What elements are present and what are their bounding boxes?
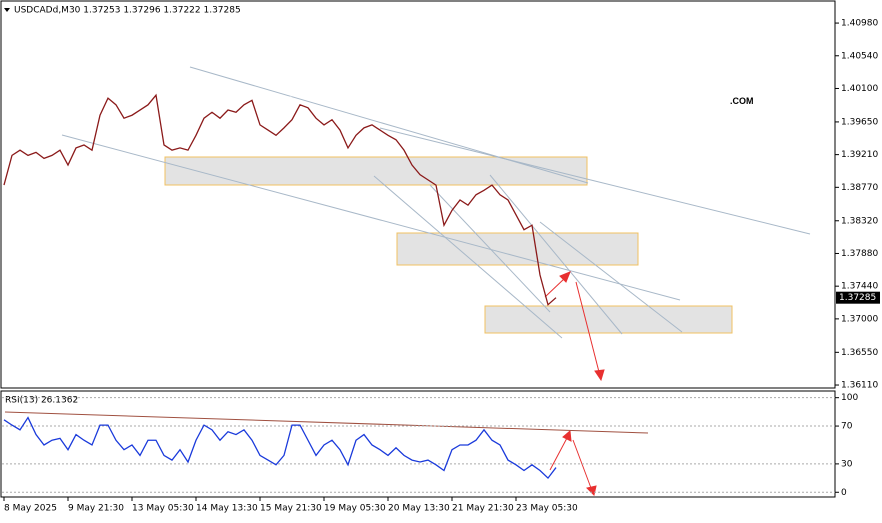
y-tick-label: 1.38320 xyxy=(841,216,878,226)
x-tick-label: 19 May 05:30 xyxy=(324,504,386,514)
series-line xyxy=(3,93,557,306)
watermark: BEL xyxy=(276,96,295,106)
y-tick-label: 1.37880 xyxy=(841,249,878,259)
trend-line xyxy=(61,134,681,301)
arrow xyxy=(575,281,600,373)
y-tick-label: 1.40540 xyxy=(841,51,878,61)
rsi-panel xyxy=(0,390,836,498)
rsi-trend-line xyxy=(4,411,649,434)
x-tick-label: 8 May 2025 xyxy=(4,504,57,514)
x-tick-label: 20 May 13:30 xyxy=(388,504,450,514)
arrow-head xyxy=(594,369,605,382)
rsi-title: RSI(13) 26.1362 xyxy=(5,396,78,406)
x-tick-label: 13 May 05:30 xyxy=(132,504,194,514)
price-marker xyxy=(836,291,880,304)
arrow-head xyxy=(586,485,597,496)
menu-icon[interactable] xyxy=(4,8,10,12)
zone xyxy=(396,232,639,266)
y-tick-label: 1.36110 xyxy=(841,381,878,391)
y-tick-label: 1.40100 xyxy=(841,84,878,94)
arrow xyxy=(549,437,568,471)
arrow-head xyxy=(559,271,571,283)
x-tick-label: 21 May 21:30 xyxy=(452,504,514,514)
x-tick-label: 14 May 13:30 xyxy=(196,504,258,514)
watermark: INVESTOR xyxy=(382,96,428,106)
chart-title: USDCADd,M30 1.37253 1.37296 1.37222 1.37… xyxy=(14,6,241,16)
y-tick-label: 1.39210 xyxy=(841,150,878,160)
trend-line xyxy=(489,174,623,335)
x-tick-label: 9 May 21:30 xyxy=(68,504,124,514)
series-line xyxy=(3,416,557,480)
y-tick-label: 100 xyxy=(841,393,858,403)
zone xyxy=(164,156,588,186)
trend-line xyxy=(379,127,811,235)
y-tick-label: 1.37440 xyxy=(841,282,878,292)
y-tick-label: 1.39650 xyxy=(841,117,878,127)
y-tick-label: 1.40980 xyxy=(841,19,878,29)
watermark: .COM xyxy=(730,96,754,106)
y-tick-label: 1.36550 xyxy=(841,348,878,358)
trend-line xyxy=(189,66,589,184)
y-tick-label: 0 xyxy=(841,488,847,498)
trend-line xyxy=(539,221,683,333)
forecast-arrows xyxy=(544,271,605,496)
x-tick-label: 15 May 21:30 xyxy=(260,504,322,514)
y-tick-label: 1.38770 xyxy=(841,183,878,193)
arrow xyxy=(544,277,566,298)
y-tick-label: 30 xyxy=(841,459,853,469)
arrow-head xyxy=(562,429,572,442)
y-tick-label: 70 xyxy=(841,422,853,432)
price-marker-label: 1.37285 xyxy=(839,293,876,303)
trend-line xyxy=(373,175,563,339)
y-tick-label: 1.37000 xyxy=(841,314,878,324)
trend-line xyxy=(429,184,551,313)
trend-lines xyxy=(61,66,811,339)
zone xyxy=(484,305,733,334)
x-tick-label: 23 May 05:30 xyxy=(516,504,578,514)
